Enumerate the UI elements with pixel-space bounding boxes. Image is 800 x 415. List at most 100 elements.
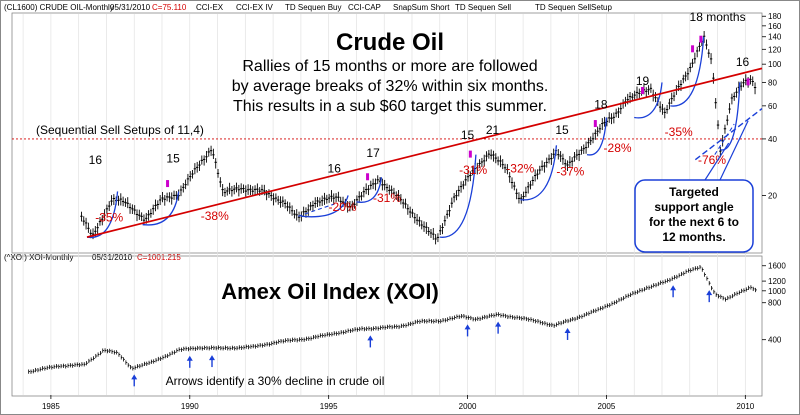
decline-pct-label: -20% bbox=[329, 200, 357, 214]
plot-marks bbox=[12, 31, 763, 387]
y-tick-label: 120 bbox=[768, 45, 782, 54]
x-tick-label: 1995 bbox=[320, 402, 338, 411]
sell-setup-marker bbox=[468, 150, 472, 158]
callout-box bbox=[634, 179, 754, 253]
rally-length-label: 15 bbox=[555, 123, 569, 137]
header-item: SnapSum Short bbox=[393, 3, 450, 12]
rally-length-label: 21 bbox=[486, 123, 500, 137]
decline-pct-label: -37% bbox=[556, 165, 584, 179]
decline-pct-label: -76% bbox=[698, 153, 726, 167]
callout-line: for the next 6 to bbox=[649, 215, 739, 229]
xoi-title: Amex Oil Index (XOI) bbox=[221, 279, 439, 304]
callout-pointer bbox=[719, 120, 749, 181]
decline-arrow-head bbox=[367, 335, 374, 341]
rally-arc bbox=[586, 117, 608, 156]
decline-arrow-head bbox=[209, 355, 215, 361]
rally-length-label: 18 bbox=[594, 98, 608, 112]
rally-arc bbox=[356, 177, 383, 203]
red-trendline bbox=[86, 67, 763, 239]
callout-line: support angle bbox=[654, 200, 734, 214]
sell-setup-marker bbox=[366, 173, 370, 181]
decline-arrow-head bbox=[131, 374, 138, 380]
y-tick-label: 800 bbox=[768, 299, 782, 308]
rally-arc bbox=[142, 191, 180, 226]
y-tick-label: 20 bbox=[768, 191, 777, 200]
decline-pct-label: -32% bbox=[506, 162, 534, 176]
header-item: (^XOI) XOI-Monthly bbox=[4, 253, 74, 262]
rally-length-label: 16 bbox=[89, 153, 103, 167]
x-tick-label: 2005 bbox=[598, 402, 616, 411]
callout-pointer bbox=[704, 142, 730, 181]
crude-subtitle-line: by average breaks of 32% within six mont… bbox=[232, 78, 549, 95]
sell-setup-marker bbox=[691, 45, 695, 53]
y-tick-label: 160 bbox=[768, 22, 782, 31]
xoi-footnote: Arrows identify a 30% decline in crude o… bbox=[166, 374, 385, 388]
header-item: TD Sequen Sell bbox=[455, 3, 511, 12]
rally-length-label: 15 bbox=[461, 128, 475, 142]
rally-length-label: 16 bbox=[736, 55, 750, 69]
decline-pct-label: -31% bbox=[373, 191, 401, 205]
header-item: CCI-EX bbox=[196, 3, 224, 12]
decline-pct-label: -28% bbox=[604, 141, 632, 155]
rally-arc bbox=[439, 154, 477, 238]
axis-ticks: 2040608010012014016018040080010001200160… bbox=[42, 12, 786, 411]
y-tick-label: 400 bbox=[768, 336, 782, 345]
header-item: C=75.110 bbox=[152, 3, 187, 12]
rally-arc bbox=[634, 82, 663, 119]
callout-line: Targeted bbox=[669, 185, 719, 199]
sell-setup-marker bbox=[593, 120, 597, 128]
top-panel-frame bbox=[11, 12, 763, 254]
sell-setup-marker bbox=[699, 35, 703, 43]
bottom-panel-frame bbox=[11, 255, 763, 397]
chart-text: Crude Oil Rallies of 15 months or more ar… bbox=[36, 10, 754, 388]
dashed-support-segment bbox=[714, 123, 735, 155]
x-tick-label: 1990 bbox=[181, 402, 199, 411]
header-item: TD Sequen SellSetup bbox=[535, 3, 612, 12]
callout-line: 12 months. bbox=[662, 230, 725, 244]
decline-pct-label: -35% bbox=[95, 211, 123, 225]
decline-arrow-head bbox=[495, 321, 502, 327]
y-tick-label: 180 bbox=[768, 12, 782, 21]
header-item: CCI-EX IV bbox=[236, 3, 274, 12]
sell-setup-marker bbox=[641, 86, 645, 94]
y-tick-label: 1000 bbox=[768, 287, 786, 296]
decline-arrow-head bbox=[564, 327, 571, 333]
y-tick-label: 140 bbox=[768, 33, 782, 42]
header-item: CCI-CAP bbox=[348, 3, 381, 12]
crude-target-line: This results in a sub $60 target this su… bbox=[233, 98, 547, 115]
decline-arrow-head bbox=[464, 324, 471, 330]
header-item: 05/31/2010 bbox=[92, 253, 133, 262]
x-tick-label: 2010 bbox=[736, 402, 754, 411]
y-tick-label: 1200 bbox=[768, 277, 786, 286]
x-tick-label: 2000 bbox=[459, 402, 477, 411]
header-item: (CL1600) CRUDE OIL-Monthly bbox=[4, 3, 114, 12]
y-tick-label: 40 bbox=[768, 135, 777, 144]
rally-length-label: 19 bbox=[636, 74, 650, 88]
decline-pct-label: -31% bbox=[459, 163, 487, 177]
y-tick-label: 80 bbox=[768, 78, 777, 87]
rally-length-label: 15 bbox=[166, 151, 180, 165]
sell-setup-marker bbox=[166, 180, 170, 188]
rally-length-label: 17 bbox=[366, 146, 380, 160]
sell-setup-marker bbox=[746, 78, 750, 86]
header-item: 05/31/2010 bbox=[110, 3, 151, 12]
header-item: C=1001.215 bbox=[137, 253, 181, 262]
crude-title: Crude Oil bbox=[336, 29, 444, 56]
crude-subtitle-line: Rallies of 15 months or more are followe… bbox=[242, 58, 537, 75]
grid-lines bbox=[11, 12, 763, 397]
bottom-header: (^XOI) XOI-Monthly 05/31/2010 C=1001.215 bbox=[4, 253, 181, 262]
rally-arc bbox=[670, 36, 705, 107]
y-tick-label: 1600 bbox=[768, 262, 786, 271]
rally-arc bbox=[86, 191, 119, 239]
x-tick-label: 1985 bbox=[42, 402, 60, 411]
setup-label: (Sequential Sell Setups of 11,4) bbox=[36, 123, 204, 137]
rally-length-label: 18 months bbox=[690, 10, 746, 24]
support-trendline bbox=[694, 108, 763, 161]
decline-arrow-head bbox=[670, 285, 677, 291]
rally-arc bbox=[720, 82, 741, 151]
decline-pct-label: -35% bbox=[665, 125, 693, 139]
